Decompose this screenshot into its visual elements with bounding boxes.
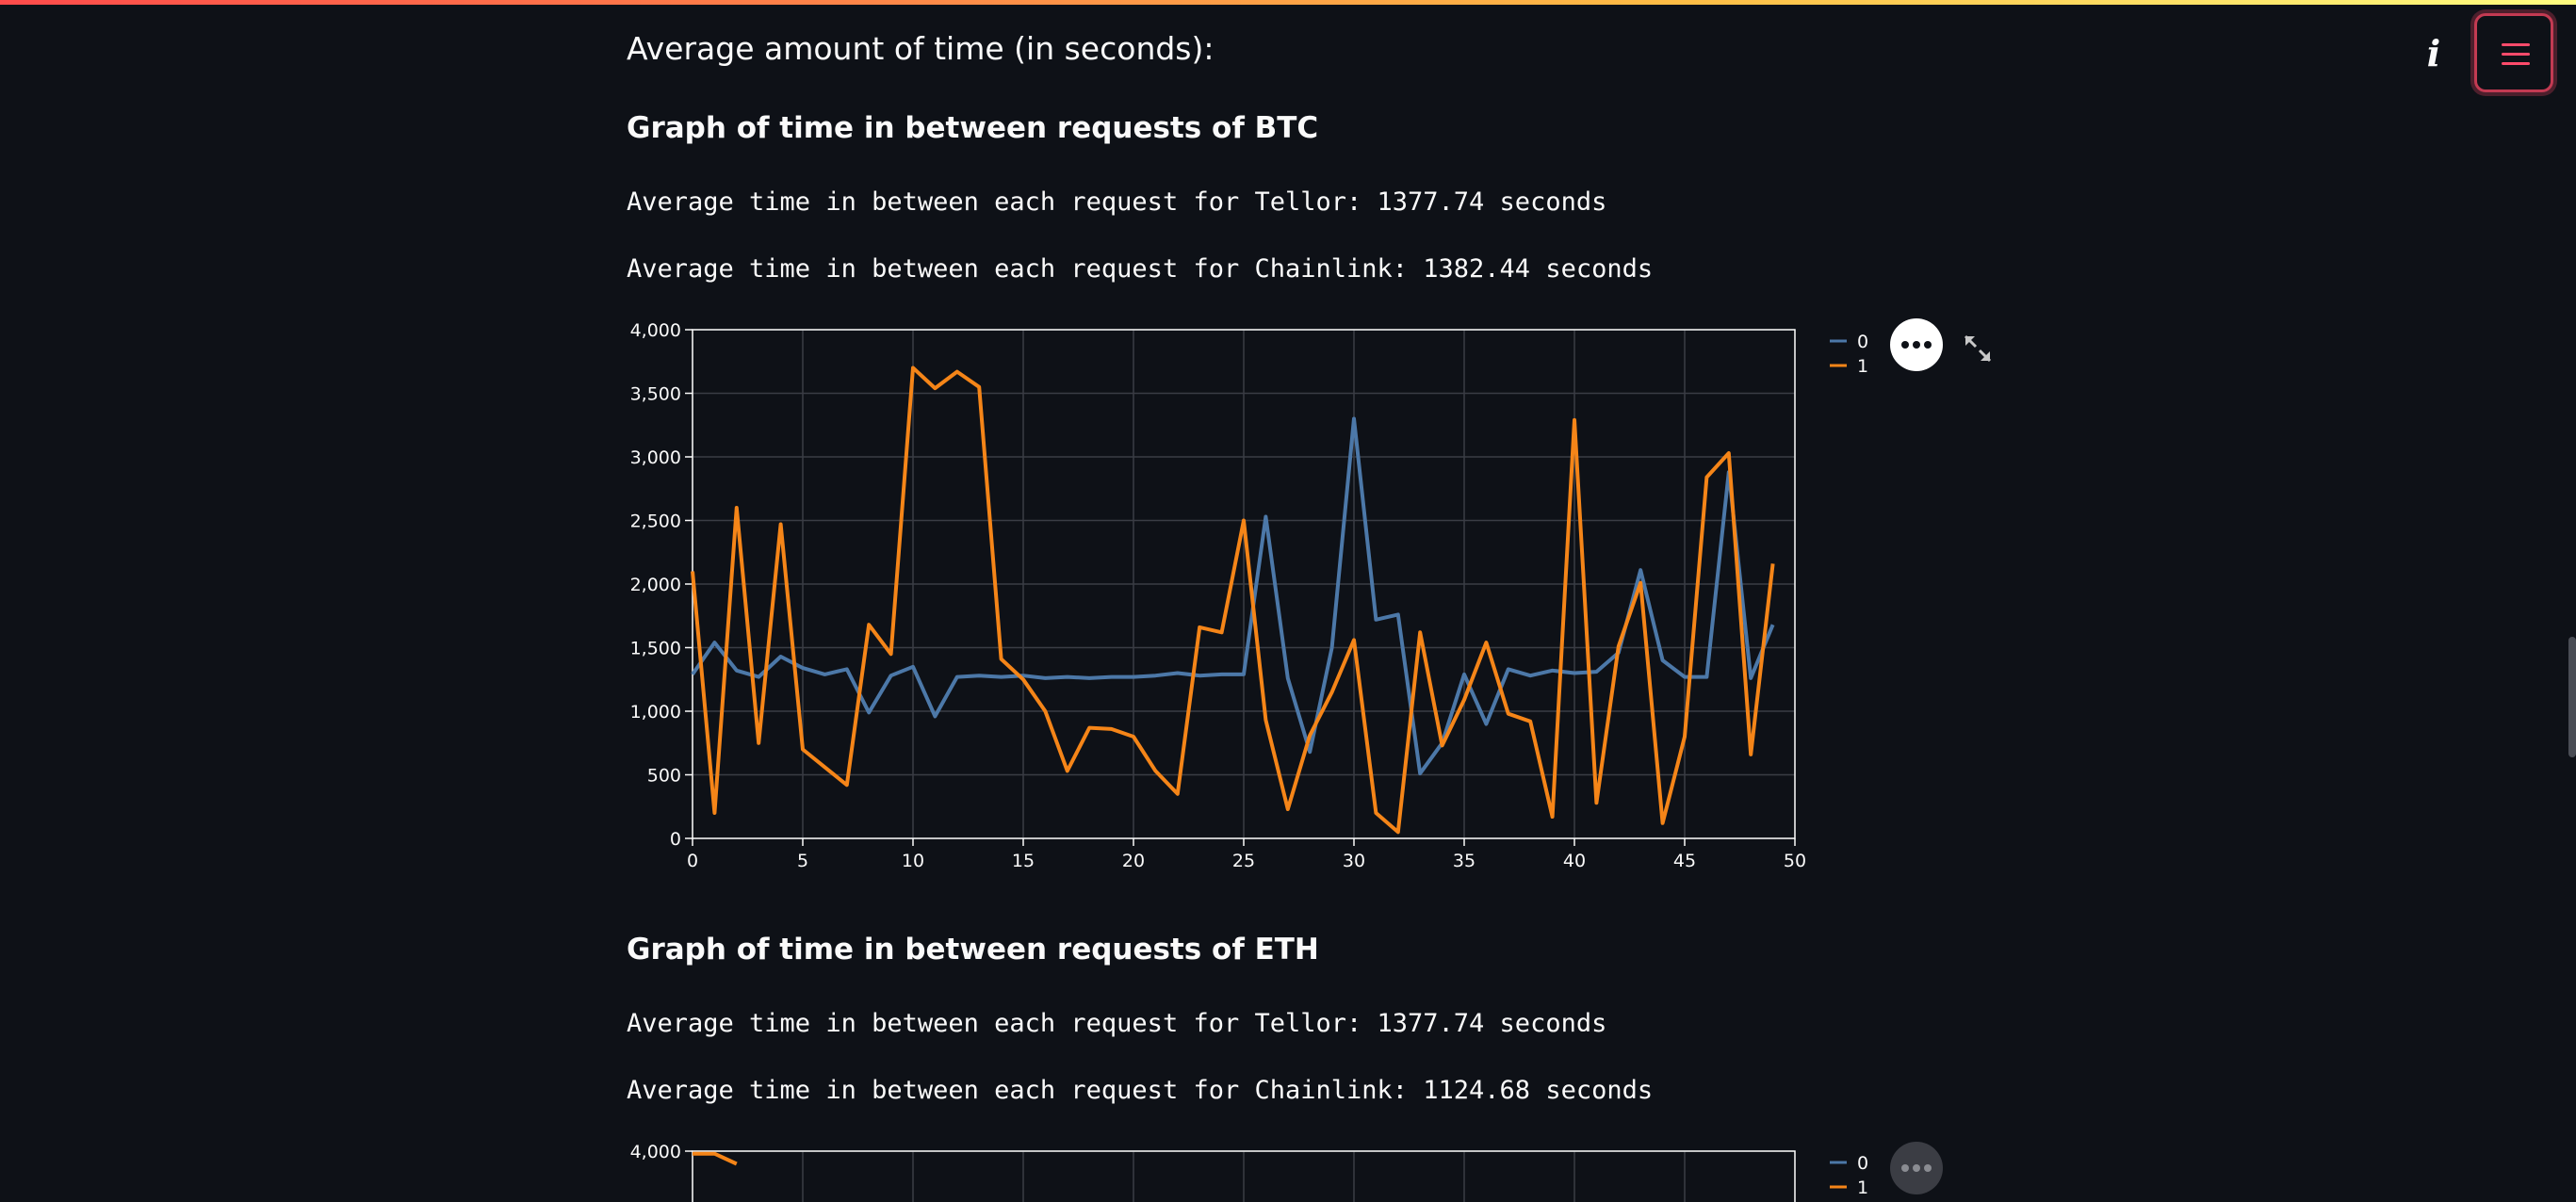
more-dot-icon [1924,1164,1932,1172]
y-tick-label: 1,000 [630,702,681,723]
y-tick-label: 3,000 [630,447,681,468]
legend-label-0: 0 [1857,332,1868,352]
page-scrollbar[interactable] [2568,637,2576,757]
top-decoration-bar [0,0,2576,5]
x-tick-label: 5 [797,851,808,871]
eth-chainlink-average-text: Average time in between each request for… [627,1076,1654,1105]
x-tick-label: 20 [1122,851,1145,871]
series-1-line [693,1151,738,1166]
x-tick-label: 45 [1673,851,1696,871]
hamburger-line-icon [2502,62,2530,65]
y-tick-label: 3,500 [630,384,681,405]
series-1-line [691,365,1775,835]
legend-label-1: 1 [1857,356,1868,377]
page-subheader: Average amount of time (in seconds): [627,30,1215,67]
more-dot-icon [1924,341,1932,349]
y-tick-label: 500 [647,766,681,787]
main-content: Average amount of time (in seconds): Gra… [627,0,2040,1202]
more-dot-icon [1901,1164,1909,1172]
btc-tellor-average-text: Average time in between each request for… [627,187,1607,217]
series-0-line [691,416,1775,776]
x-tick-label: 10 [902,851,924,871]
btc-chainlink-average-text: Average time in between each request for… [627,254,1654,284]
x-tick-label: 0 [687,851,698,871]
hamburger-line-icon [2502,53,2530,56]
btc-line-chart[interactable]: 05001,0001,5002,0002,5003,0003,5004,0000… [627,311,2040,876]
y-tick-label: 4,000 [630,1142,681,1162]
eth-tellor-average-text: Average time in between each request for… [627,1009,1607,1038]
eth-chart-actions-button[interactable] [1890,1142,1943,1194]
x-tick-label: 25 [1232,851,1255,871]
y-tick-label: 4,000 [630,320,681,341]
btc-section-heading: Graph of time in between requests of BTC [627,111,1319,145]
more-dot-icon [1901,341,1909,349]
main-menu-button[interactable] [2474,13,2553,92]
y-tick-label: 2,000 [630,575,681,595]
legend-label-0: 0 [1857,1153,1868,1174]
btc-chart-actions-button[interactable] [1890,318,1943,371]
more-dot-icon [1913,341,1920,349]
x-tick-label: 40 [1563,851,1586,871]
hamburger-line-icon [2502,43,2530,46]
more-dot-icon [1913,1164,1920,1172]
eth-line-chart[interactable]: 4,000 0 1 [627,1132,2040,1202]
y-tick-label: 0 [670,829,681,850]
x-tick-label: 50 [1784,851,1806,871]
y-tick-label: 2,500 [630,512,681,532]
x-tick-label: 15 [1012,851,1035,871]
x-tick-label: 30 [1343,851,1365,871]
eth-section-heading: Graph of time in between requests of ETH [627,933,1319,966]
info-icon[interactable]: i [2426,32,2441,74]
fullscreen-icon[interactable] [1962,333,1994,365]
plot-frame [692,1150,1796,1202]
x-tick-label: 35 [1453,851,1475,871]
y-tick-label: 1,500 [630,639,681,659]
legend-label-1: 1 [1857,1178,1868,1198]
